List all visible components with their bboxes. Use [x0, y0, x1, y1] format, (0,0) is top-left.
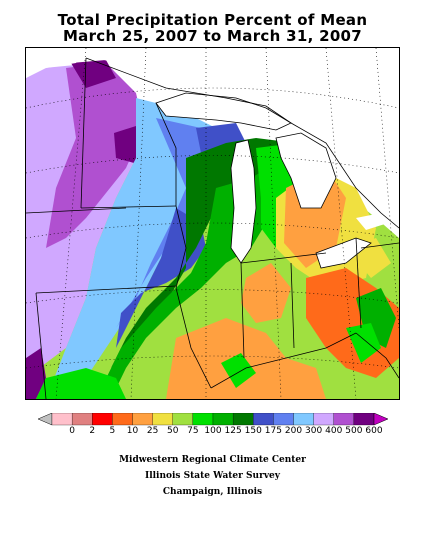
lake-huron — [276, 133, 336, 208]
legend-swatch — [51, 412, 73, 426]
legend-label: 175 — [264, 426, 282, 436]
nw-corner — [26, 48, 86, 78]
legend-label: 100 — [204, 426, 222, 436]
legend-label: 2 — [89, 426, 96, 436]
lake-erie — [316, 238, 371, 268]
legend-low-arrow — [37, 412, 53, 426]
ks-mo — [35, 292, 47, 399]
wi-mn-line — [155, 102, 177, 206]
legend-swatch — [92, 412, 113, 426]
legend-swatch — [232, 412, 254, 426]
legend-label: 200 — [284, 426, 303, 436]
il-west — [175, 205, 212, 389]
legend-bar — [37, 412, 389, 426]
zone-200-300 — [46, 98, 216, 399]
zone-500-600-nw2 — [71, 60, 116, 88]
legend-swatch — [212, 412, 234, 426]
graticule — [26, 48, 399, 399]
wv-line — [355, 332, 399, 379]
legend-swatch — [132, 412, 153, 426]
zone-100-south — [221, 353, 256, 388]
precipitation-map — [25, 47, 400, 400]
legend-swatch — [253, 412, 274, 426]
legend-label: 500 — [345, 426, 363, 436]
water-areas — [26, 48, 399, 268]
map-title-line2: March 25, 2007 to March 31, 2007 — [62, 27, 363, 45]
zone-100-sw — [36, 368, 126, 399]
legend-label: 5 — [109, 426, 116, 436]
credit-line3: Champaign, Illinois — [162, 487, 263, 497]
oh-pa-line — [355, 237, 362, 329]
legend-label: 150 — [244, 426, 262, 436]
in-oh-line — [290, 262, 295, 349]
ohio-river — [210, 332, 357, 389]
lake-erie-shore — [315, 237, 372, 269]
legend-swatch — [192, 412, 214, 426]
legend-label: 0 — [69, 426, 75, 436]
legend-swatch — [172, 412, 194, 426]
lake-michigan-shore — [230, 139, 257, 264]
legend-label: 400 — [325, 426, 343, 436]
legend-label: 125 — [224, 426, 242, 436]
pa-ny-line — [360, 242, 399, 249]
state-borders — [26, 57, 399, 399]
zone-150-175 — [116, 208, 206, 348]
legend-label: 10 — [126, 426, 139, 436]
mi-in-oh-line — [240, 252, 327, 264]
legend-swatch — [313, 412, 334, 426]
lake-michigan — [231, 140, 256, 263]
canada-area — [86, 48, 399, 238]
legend-label: 50 — [167, 426, 179, 436]
lake-ontario — [356, 213, 388, 230]
sd-ne-line — [26, 207, 127, 214]
color-legend: 0 2 5 10 25 50 75 100 125 150 175 200 300 400 500 600 — [37, 412, 389, 442]
legend-swatch — [112, 412, 133, 426]
legend-swatch — [273, 412, 294, 426]
legend-label: 75 — [187, 426, 199, 436]
legend-label: 300 — [305, 426, 323, 436]
mn-ia-line — [80, 205, 177, 209]
zone-500-600-sw — [26, 348, 46, 399]
map-title-line1: Total Precipitation Percent of Mean — [57, 11, 368, 29]
legend-swatch — [71, 412, 93, 426]
legend-high-arrow — [373, 412, 389, 426]
credit-line1: Midwestern Regional Climate Center — [119, 455, 306, 465]
legend-swatch — [353, 412, 375, 426]
legend-swatch — [333, 412, 355, 426]
legend-swatch — [293, 412, 314, 426]
map-canvas — [26, 48, 399, 399]
ia-mo-line — [35, 285, 177, 294]
lake-huron-shore — [275, 132, 337, 209]
legend-label: 25 — [146, 426, 159, 436]
lake-superior-shore — [155, 92, 292, 131]
legend-swatch — [152, 412, 173, 426]
mn-dakota-line — [80, 57, 87, 209]
lake-superior — [156, 93, 291, 130]
credit-line2: Illinois State Water Survey — [144, 471, 281, 481]
il-in-line — [240, 262, 245, 359]
zone-100-se2 — [346, 323, 381, 363]
zone-400-500-west — [46, 63, 144, 248]
zone-25-50-indiana — [241, 263, 291, 323]
legend-label: 600 — [365, 426, 383, 436]
